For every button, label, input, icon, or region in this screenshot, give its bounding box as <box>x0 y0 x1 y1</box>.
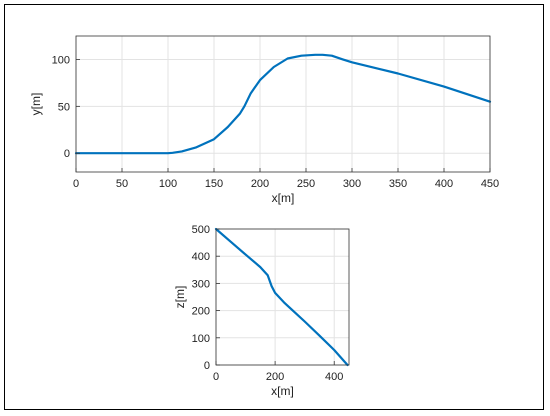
top-plot-area <box>76 36 490 172</box>
top-series-line-0 <box>74 53 492 155</box>
top-xtick-label-450: 450 <box>481 178 499 190</box>
top-axes-box <box>75 35 491 173</box>
bottom-xtick-label-200: 200 <box>266 371 284 383</box>
bottom-ytick-label-300: 300 <box>192 278 210 290</box>
top-xtick-label-150: 150 <box>205 178 223 190</box>
bottom-ytick-label-200: 200 <box>192 306 210 318</box>
bottom-ytick-label-0: 0 <box>204 360 210 372</box>
bottom-xtick-label-0: 0 <box>213 371 219 383</box>
top-x-axis-label: x[m] <box>272 191 295 205</box>
top-xtick-label-300: 300 <box>343 178 361 190</box>
bottom-ytick-label-100: 100 <box>192 333 210 345</box>
top-xtick-label-50: 50 <box>116 178 128 190</box>
top-xtick-label-400: 400 <box>435 178 453 190</box>
top-ytick-label-50: 50 <box>58 101 70 113</box>
top-y-axis-label: y[m] <box>29 93 43 116</box>
top-xtick-label-100: 100 <box>159 178 177 190</box>
top-xtick-label-350: 350 <box>389 178 407 190</box>
top-xtick-label-0: 0 <box>73 178 79 190</box>
top-xtick-label-250: 250 <box>297 178 315 190</box>
bottom-x-axis-label: x[m] <box>271 384 294 398</box>
bottom-series-line-0 <box>214 227 349 367</box>
bottom-ytick-label-500: 500 <box>192 224 210 236</box>
bottom-axes-box <box>215 228 350 366</box>
bottom-ytick-label-400: 400 <box>192 251 210 263</box>
top-ytick-label-0: 0 <box>64 148 70 160</box>
bottom-xtick-label-400: 400 <box>325 371 343 383</box>
bottom-y-axis-label: z[m] <box>173 286 187 309</box>
top-ytick-label-100: 100 <box>52 54 70 66</box>
top-xtick-label-200: 200 <box>251 178 269 190</box>
